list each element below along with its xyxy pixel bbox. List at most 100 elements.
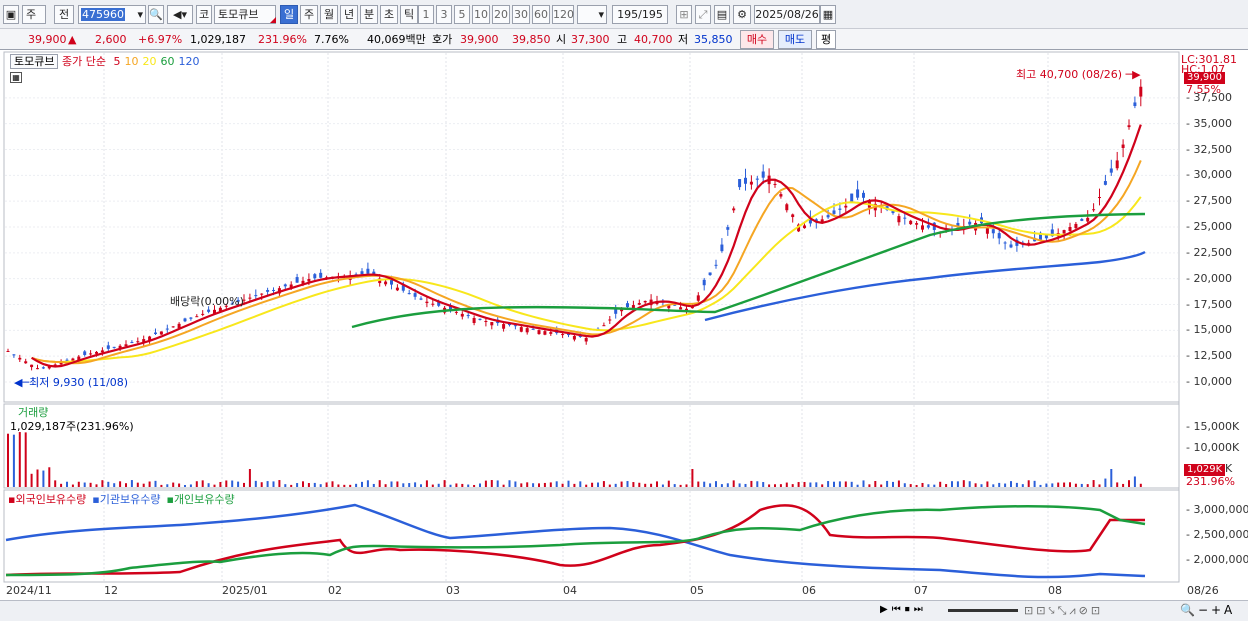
low-note-text: 최저 9,930 (11/08) <box>29 376 129 389</box>
period-tab-3[interactable]: 년 <box>340 5 358 24</box>
bid-price: 39,850 <box>512 33 551 46</box>
buy-button[interactable]: 매수 <box>740 30 774 49</box>
period-tab-1[interactable]: 주 <box>300 5 318 24</box>
calendar-icon[interactable]: ▦ <box>820 5 836 24</box>
crosshair-icon[interactable]: ⤢ <box>695 5 711 24</box>
trade-amount: 40,069백만 <box>367 33 426 46</box>
interval-dropdown[interactable]: ▾ <box>577 5 607 24</box>
price-tick: - 27,500 <box>1186 194 1232 208</box>
holding-axis: - 3,000,000 - 2,500,000 - 2,000,000 <box>1180 490 1248 582</box>
period-tab-4[interactable]: 분 <box>360 5 378 24</box>
ma-legend-120: 120 <box>178 55 200 68</box>
price-tick: - 20,000 <box>1186 271 1232 285</box>
period-tab-6[interactable]: 틱 <box>400 5 418 24</box>
market-type-badge: 코 <box>196 5 212 24</box>
ma-periods: 5 10 20 60 120 <box>109 55 199 68</box>
scroll-nav-icons[interactable]: ▶⏮⏹⏭ <box>880 604 927 615</box>
dividend-note: 배당락(0.00%) <box>170 295 244 308</box>
period-tab-5[interactable]: 초 <box>380 5 398 24</box>
current-price-tag: 39,900 <box>1184 72 1225 84</box>
volume-note: 1,029,187주(231.96%) <box>10 420 134 433</box>
volume-tick: - 15,000K <box>1186 420 1240 433</box>
price-change-pct: +6.97% <box>138 33 183 46</box>
stock-code-value: 475960 <box>81 8 125 21</box>
ma-legend-20: 20 <box>142 55 157 68</box>
save-icon[interactable]: ▤ <box>714 5 730 24</box>
high-note-text: 최고 40,700 (08/26) <box>1016 68 1123 81</box>
lc-label: LC:301.81 <box>1181 53 1238 66</box>
table-icon[interactable]: ▦ <box>10 72 22 83</box>
scroll-slider[interactable] <box>948 609 1018 612</box>
price-tick: - 12,500 <box>1186 349 1232 363</box>
high-price: 40,700 <box>634 33 673 46</box>
price-tick: - 22,500 <box>1186 245 1232 259</box>
price-tick: - 17,500 <box>1186 297 1232 311</box>
turnover-rate: 7.76% <box>314 33 349 46</box>
x-axis-label: 2025/01 <box>222 584 268 597</box>
right-arrow-icon: ─▶ <box>1122 68 1141 81</box>
interval-button-3[interactable]: 3 <box>436 5 452 24</box>
ask-price: 39,900 <box>460 33 499 46</box>
low-annotation: ◀─최저 9,930 (11/08) <box>14 374 128 390</box>
price-tick: - 37,500 <box>1186 90 1232 104</box>
price-tick: - 15,000 <box>1186 323 1232 337</box>
prev-button[interactable]: 전 <box>54 5 74 24</box>
interval-button-10[interactable]: 10 <box>472 5 490 24</box>
holding-legend-item: ▪개인보유수량 <box>166 493 235 506</box>
grid-icon[interactable]: ⊞ <box>676 5 692 24</box>
period-tab-2[interactable]: 월 <box>320 5 338 24</box>
holding-legend: ▪외국인보유수량 ▪기관보유수량 ▪개인보유수량 <box>8 491 241 507</box>
eval-button[interactable]: 평 <box>816 30 836 49</box>
volume-bars <box>7 432 1142 487</box>
price-axis: LC:301.81 HC:1.07 39,900 7.55% - 37,500-… <box>1180 52 1244 402</box>
low-label: 저 <box>678 33 689 46</box>
interval-button-30[interactable]: 30 <box>512 5 530 24</box>
interval-button-60[interactable]: 60 <box>532 5 550 24</box>
x-axis-label: 03 <box>446 584 460 597</box>
stock-code-input[interactable]: 475960 ▾ <box>78 5 146 24</box>
chart-menu-icon[interactable]: ▣ <box>3 5 19 24</box>
zoom-icons[interactable]: 🔍−+A <box>1180 603 1236 617</box>
volume-ratio: 231.96% <box>258 33 307 46</box>
period-tab-0[interactable]: 일 <box>280 5 298 24</box>
volume-value: 1,029,187 <box>190 33 246 46</box>
volume-current-pct: 231.96% <box>1186 475 1235 488</box>
name-marker-icon <box>270 17 276 23</box>
price-tick: - 32,500 <box>1186 142 1232 156</box>
holding-tick: - 2,000,000 <box>1186 553 1248 566</box>
left-arrow-icon: ◀─ <box>14 376 30 389</box>
volume-axis: - 15,000K- 10,000K- 5,000K 1,029K 231.96… <box>1180 404 1244 488</box>
speaker-icon[interactable]: ◀▾ <box>167 5 193 24</box>
data-count-field[interactable]: 195/195 <box>612 5 668 24</box>
current-pct-tag: 7.55% <box>1186 83 1221 96</box>
interval-button-1[interactable]: 1 <box>418 5 434 24</box>
current-price: 39,900 <box>28 33 67 46</box>
x-axis-label: 06 <box>802 584 816 597</box>
ask-label: 호가 <box>432 33 453 46</box>
drawing-tool-icons[interactable]: ⊡⊡⤥⤡⩘⊘⊡ <box>1024 604 1104 617</box>
volume-current-tag: 1,029K <box>1184 464 1226 476</box>
ma-prefix: 종가 단순 <box>61 55 106 68</box>
sell-button[interactable]: 매도 <box>778 30 812 49</box>
holding-tick: - 2,500,000 <box>1186 528 1248 541</box>
interval-button-120[interactable]: 120 <box>552 5 574 24</box>
holding-tick: - 3,000,000 <box>1186 503 1248 516</box>
ma-legend-5: 5 <box>113 55 121 68</box>
interval-button-5[interactable]: 5 <box>454 5 470 24</box>
open-price: 37,300 <box>571 33 610 46</box>
stock-name-field[interactable]: 토모큐브 <box>214 5 276 24</box>
price-pane-legend: 토모큐브 종가 단순 5 10 20 60 120 <box>10 53 199 69</box>
search-icon[interactable]: 🔍 <box>148 5 164 24</box>
date-field[interactable]: 2025/08/26 <box>754 5 820 24</box>
price-tick: - 10,000 <box>1186 375 1232 388</box>
x-axis-label: 05 <box>690 584 704 597</box>
grid-lines <box>5 53 1178 581</box>
interval-button-20[interactable]: 20 <box>492 5 510 24</box>
settings-gear-icon[interactable]: ⚙ <box>733 5 751 24</box>
volume-tick: - 10,000K <box>1186 441 1240 454</box>
price-tick: - 25,000 <box>1186 220 1232 233</box>
holding-legend-item: ▪기관보유수량 <box>92 493 161 506</box>
ma-legend-60: 60 <box>160 55 175 68</box>
pane-stock-title[interactable]: 토모큐브 <box>10 54 59 69</box>
